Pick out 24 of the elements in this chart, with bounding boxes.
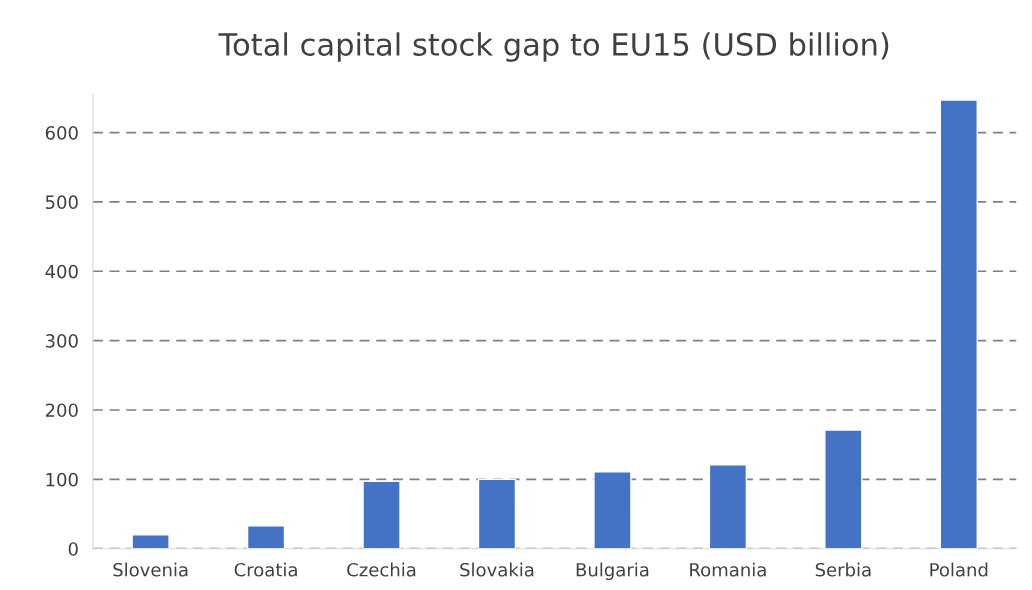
x-tick-label: Romania: [690, 562, 766, 577]
x-tick-label: Poland: [930, 562, 988, 577]
y-tick-label: 100: [46, 472, 78, 487]
bar: [246, 525, 286, 549]
x-tick-label: Croatia: [234, 562, 297, 577]
x-tick-label: Bulgaria: [576, 562, 649, 581]
x-tick-label: Czechia: [347, 562, 416, 577]
bar: [824, 429, 863, 549]
x-tick-label: Serbia: [815, 562, 871, 577]
bar: [593, 471, 632, 549]
y-tick-label: 300: [45, 334, 78, 348]
bar: [708, 464, 748, 549]
y-tick-label: 600: [45, 126, 78, 140]
bar: [477, 478, 517, 549]
y-tick-label: 400: [45, 264, 78, 279]
y-tick-label: 500: [45, 195, 78, 210]
bar: [131, 534, 170, 549]
x-tick-label: Slovenia: [113, 562, 188, 577]
y-tick-label: 0: [68, 542, 78, 556]
bar: [939, 99, 978, 549]
x-tick-label: Slovakia: [460, 562, 534, 577]
chart-title: Total capital stock gap to EU15 (USD billion): [218, 32, 889, 62]
y-tick-label: 200: [45, 403, 78, 418]
bar: [362, 480, 401, 549]
